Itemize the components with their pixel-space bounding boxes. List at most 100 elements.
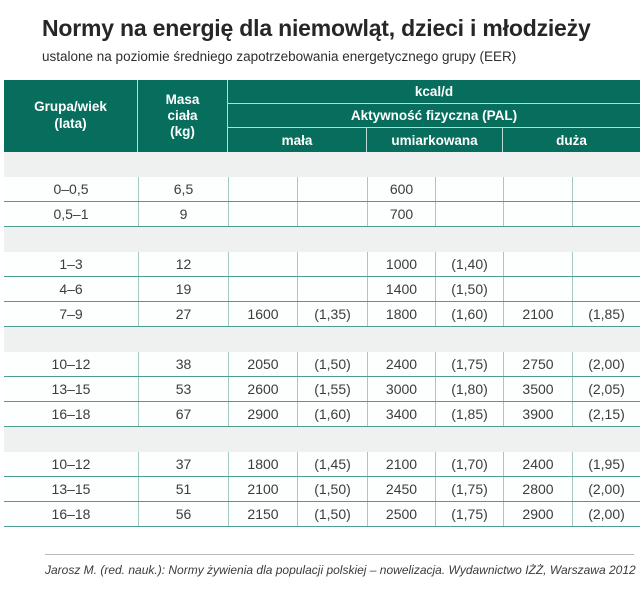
cell-value: 2050 (228, 352, 297, 376)
cell-pal (297, 177, 367, 201)
cell-pal: (1,75) (435, 352, 503, 376)
cell-value (228, 177, 297, 201)
cell-value: 2100 (367, 452, 435, 476)
cell-pal (297, 277, 367, 301)
cell-value: 2600 (228, 377, 297, 401)
cell-pal: (1,60) (435, 302, 503, 326)
cell-mass: 38 (138, 352, 228, 376)
cell-pal: (1,75) (435, 502, 503, 526)
cell-pal (297, 252, 367, 276)
section-separator (4, 152, 640, 177)
cell-pal: (1,85) (435, 402, 503, 426)
cell-pal: (1,75) (435, 477, 503, 501)
cell-age: 0–0,5 (53, 181, 89, 197)
cell-value (503, 252, 572, 276)
header-level-low: mała (228, 128, 367, 152)
cell-value: 2400 (367, 352, 435, 376)
cell-pal: (1,50) (297, 477, 367, 501)
cell-mass: 67 (138, 402, 228, 426)
table-row: 10–12 37 1800 (1,45) 2100 (1,70) 2400 (1,95) (4, 452, 640, 477)
cell-value: 1400 (367, 277, 435, 301)
cell-pal: (1,80) (435, 377, 503, 401)
table-row: 16–18 56 2150 (1,50) 2500 (1,75) 2900 (2,00) (4, 502, 640, 527)
cell-value: 700 (367, 202, 435, 226)
table-row: 0–0,5 6,5 600 (4, 177, 640, 202)
cell-pal (435, 202, 503, 226)
cell-value: 2900 (228, 402, 297, 426)
cell-pal (297, 202, 367, 226)
cell-value: 1600 (228, 302, 297, 326)
cell-age: 16–18 (51, 406, 91, 422)
cell-age: 10–12 (51, 456, 91, 472)
table-row: 10–12 38 2050 (1,50) 2400 (1,75) 2750 (2,00) (4, 352, 640, 377)
section-separator (4, 327, 640, 352)
cell-value: 2800 (503, 477, 572, 501)
cell-pal: (2,00) (572, 477, 640, 501)
cell-pal: (1,50) (297, 502, 367, 526)
cell-pal: (2,05) (572, 377, 640, 401)
table-row: 1–3 12 1000 (1,40) (4, 252, 640, 277)
page-title: Normy na energię dla niemowląt, dzieci i… (42, 15, 591, 41)
cell-age: 16–18 (51, 506, 91, 522)
cell-pal (572, 252, 640, 276)
cell-value: 2150 (228, 502, 297, 526)
cell-value: 1800 (367, 302, 435, 326)
cell-value: 2500 (367, 502, 435, 526)
cell-age: 13–15 (51, 381, 91, 397)
cell-pal: (2,15) (572, 402, 640, 426)
cell-value: 3400 (367, 402, 435, 426)
cell-value: 3900 (503, 402, 572, 426)
cell-pal (572, 277, 640, 301)
cell-value: 1800 (228, 452, 297, 476)
source-note: Jarosz M. (red. nauk.): Normy żywienia d… (45, 554, 636, 577)
table-row: 4–6 19 1400 (1,50) (4, 277, 640, 302)
cell-mass: 51 (138, 477, 228, 501)
cell-age: 10–12 (51, 356, 91, 372)
cell-mass: 53 (138, 377, 228, 401)
cell-value: 3500 (503, 377, 572, 401)
source-note-text: Jarosz M. (red. nauk.): Normy żywienia d… (45, 563, 636, 577)
cell-pal (572, 202, 640, 226)
cell-value (228, 252, 297, 276)
cell-age: 0,5–1 (53, 206, 89, 222)
cell-age: 1–3 (59, 256, 83, 272)
cell-value: 2750 (503, 352, 572, 376)
table-header: Grupa/wiek (lata) Masa ciała (kg) kcal/d… (4, 80, 640, 152)
cell-pal: (1,70) (435, 452, 503, 476)
cell-pal (435, 177, 503, 201)
header-kcal-unit: kcal/d (228, 80, 640, 104)
cell-pal: (1,50) (435, 277, 503, 301)
table-row: 16–18 67 2900 (1,60) 3400 (1,85) 3900 (2,15) (4, 402, 640, 427)
cell-pal: (2,00) (572, 352, 640, 376)
cell-mass: 9 (138, 202, 228, 226)
header-activity-pal: Aktywność fizyczna (PAL) (228, 104, 640, 128)
cell-pal: (1,55) (297, 377, 367, 401)
cell-pal: (1,35) (297, 302, 367, 326)
cell-value (503, 202, 572, 226)
cell-mass: 6,5 (138, 177, 228, 201)
header-level-moderate: umiarkowana (367, 128, 503, 152)
cell-value: 2450 (367, 477, 435, 501)
table-row: 13–15 51 2100 (1,50) 2450 (1,75) 2800 (2,00) (4, 477, 640, 502)
header-group-age: Grupa/wiek (lata) (4, 80, 138, 152)
cell-mass: 19 (138, 277, 228, 301)
cell-value: 600 (367, 177, 435, 201)
table-row: 13–15 53 2600 (1,55) 3000 (1,80) 3500 (2,05) (4, 377, 640, 402)
cell-value: 2400 (503, 452, 572, 476)
cell-value: 1000 (367, 252, 435, 276)
energy-norms-table: Grupa/wiek (lata) Masa ciała (kg) kcal/d… (4, 80, 640, 527)
table-body: 0–0,5 6,5 600 0,5–1 9 700 1–3 12 1000 (1,40) 4–6 19… (4, 152, 640, 527)
cell-value: 2900 (503, 502, 572, 526)
cell-pal: (1,95) (572, 452, 640, 476)
cell-age: 4–6 (59, 281, 83, 297)
cell-pal: (1,40) (435, 252, 503, 276)
section-separator (4, 427, 640, 452)
cell-pal: (2,00) (572, 502, 640, 526)
cell-mass: 56 (138, 502, 228, 526)
table-row: 0,5–1 9 700 (4, 202, 640, 227)
cell-pal: (1,50) (297, 352, 367, 376)
cell-age: 13–15 (51, 481, 91, 497)
table-row: 7–9 27 1600 (1,35) 1800 (1,60) 2100 (1,85) (4, 302, 640, 327)
cell-value: 3000 (367, 377, 435, 401)
header-body-mass: Masa ciała (kg) (138, 80, 228, 152)
